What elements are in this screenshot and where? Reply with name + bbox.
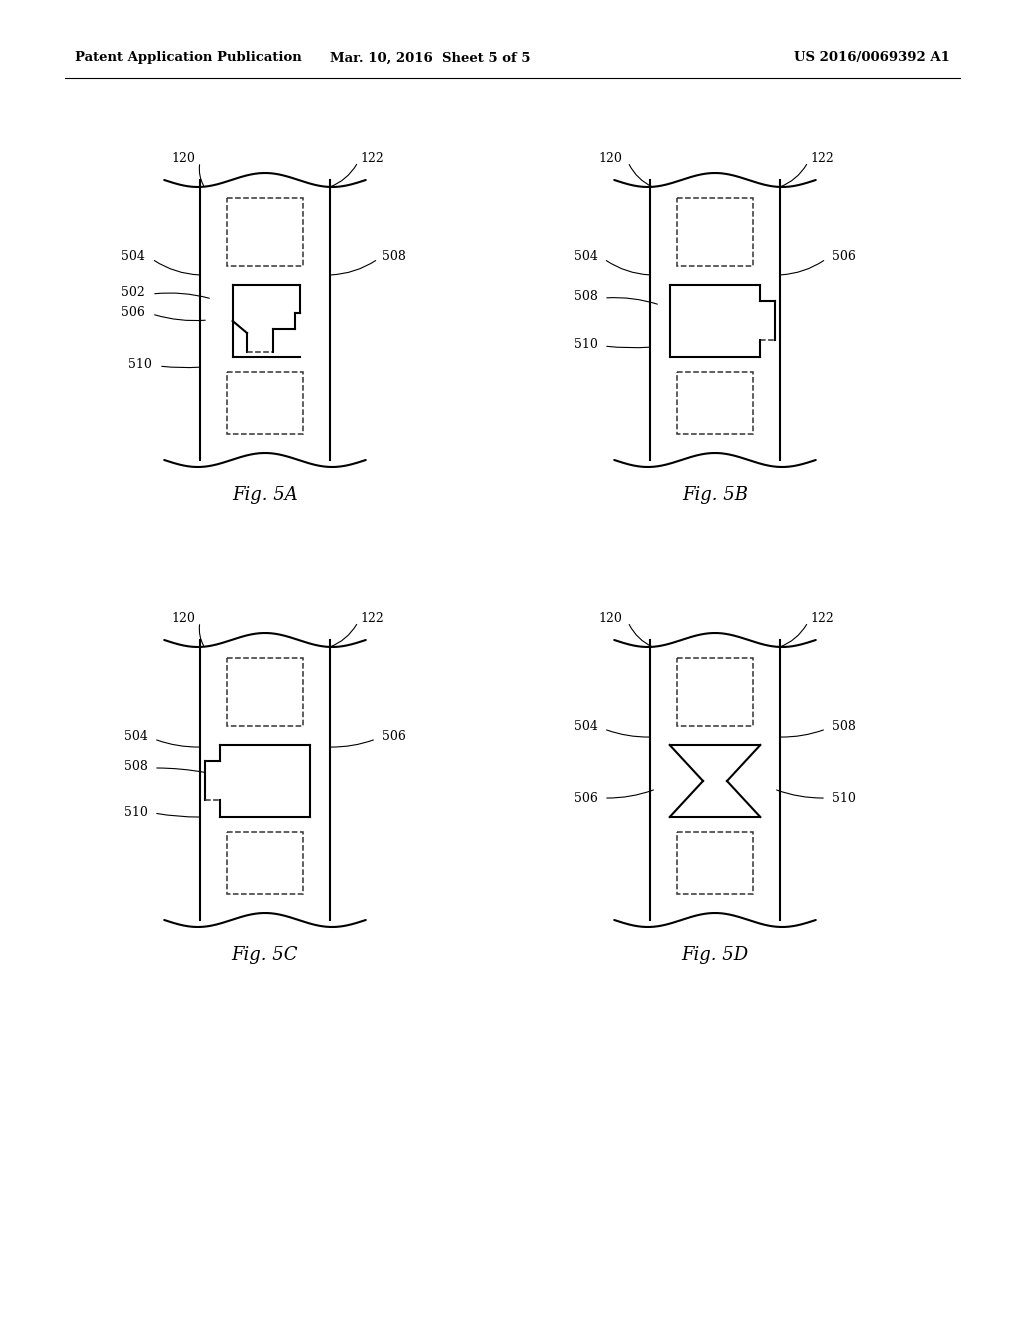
Text: 508: 508	[831, 721, 856, 734]
Text: US 2016/0069392 A1: US 2016/0069392 A1	[795, 51, 950, 65]
Text: Fig. 5A: Fig. 5A	[232, 486, 298, 504]
Text: 122: 122	[360, 611, 384, 624]
Text: 504: 504	[574, 721, 598, 734]
Text: 120: 120	[171, 152, 195, 165]
Text: 502: 502	[121, 286, 145, 300]
Text: 506: 506	[574, 792, 598, 805]
Bar	[227, 372, 303, 434]
Text: 120: 120	[598, 611, 622, 624]
Text: 510: 510	[831, 792, 856, 805]
Text: 510: 510	[574, 338, 598, 351]
Bar	[227, 832, 303, 894]
Text: 504: 504	[121, 251, 145, 264]
Text: 122: 122	[810, 611, 834, 624]
Text: 508: 508	[382, 251, 406, 264]
Text: 506: 506	[121, 306, 145, 319]
Text: Patent Application Publication: Patent Application Publication	[75, 51, 302, 65]
Text: 506: 506	[831, 251, 856, 264]
Text: 510: 510	[128, 359, 152, 371]
Text: Fig. 5B: Fig. 5B	[682, 486, 748, 504]
Text: 508: 508	[124, 760, 148, 774]
Bar	[677, 198, 753, 267]
Text: 120: 120	[171, 611, 195, 624]
Text: 510: 510	[124, 805, 148, 818]
Text: 508: 508	[574, 290, 598, 304]
Text: Mar. 10, 2016  Sheet 5 of 5: Mar. 10, 2016 Sheet 5 of 5	[330, 51, 530, 65]
Bar	[227, 198, 303, 267]
Bar	[227, 657, 303, 726]
Text: 122: 122	[360, 152, 384, 165]
Text: 122: 122	[810, 152, 834, 165]
Bar	[677, 657, 753, 726]
Text: 504: 504	[574, 251, 598, 264]
Text: 506: 506	[382, 730, 406, 743]
Bar	[677, 832, 753, 894]
Text: Fig. 5C: Fig. 5C	[231, 946, 298, 964]
Bar	[677, 372, 753, 434]
Text: 120: 120	[598, 152, 622, 165]
Text: Fig. 5D: Fig. 5D	[681, 946, 749, 964]
Text: 504: 504	[124, 730, 148, 743]
